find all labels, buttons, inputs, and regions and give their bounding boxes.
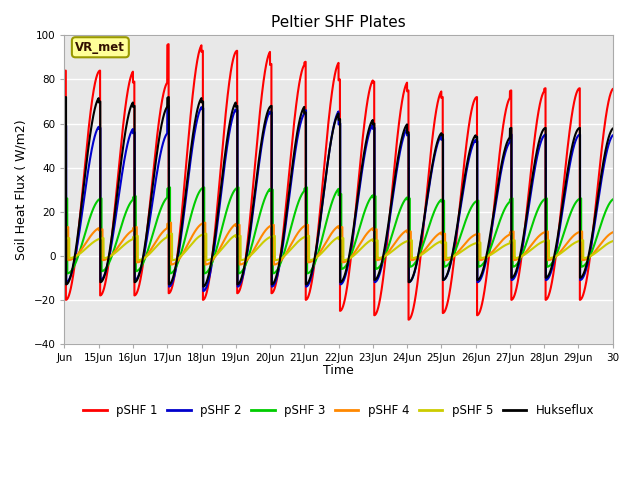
pSHF 1 xyxy=(61,69,68,74)
pSHF 2 xyxy=(229,113,237,119)
pSHF 1 xyxy=(164,41,172,47)
pSHF 4 xyxy=(539,230,547,236)
pSHF 3 xyxy=(229,190,237,196)
pSHF 2 xyxy=(80,199,88,204)
Hukseflux xyxy=(61,95,68,101)
pSHF 3 xyxy=(61,197,68,203)
pSHF 3 xyxy=(539,198,547,204)
Hukseflux xyxy=(472,134,480,140)
pSHF 3 xyxy=(472,198,480,204)
pSHF 4 xyxy=(307,259,314,265)
pSHF 1 xyxy=(472,95,480,100)
Hukseflux xyxy=(609,126,616,132)
Hukseflux xyxy=(307,274,314,280)
Title: Peltier SHF Plates: Peltier SHF Plates xyxy=(271,15,406,30)
pSHF 1 xyxy=(404,317,412,323)
Hukseflux xyxy=(165,94,173,100)
pSHF 5 xyxy=(203,257,211,263)
pSHF 2 xyxy=(609,132,616,138)
pSHF 5 xyxy=(472,240,480,246)
pSHF 2 xyxy=(61,124,68,130)
pSHF 3 xyxy=(80,236,88,241)
pSHF 5 xyxy=(539,239,547,245)
pSHF 4 xyxy=(80,243,88,249)
pSHF 4 xyxy=(203,262,211,267)
pSHF 1 xyxy=(539,91,547,97)
pSHF 5 xyxy=(61,236,68,242)
Line: pSHF 4: pSHF 4 xyxy=(65,223,612,264)
Line: pSHF 1: pSHF 1 xyxy=(65,44,612,320)
Legend: pSHF 1, pSHF 2, pSHF 3, pSHF 4, pSHF 5, Hukseflux: pSHF 1, pSHF 2, pSHF 3, pSHF 4, pSHF 5, … xyxy=(78,399,599,421)
pSHF 3 xyxy=(609,197,616,203)
pSHF 5 xyxy=(134,257,141,263)
pSHF 2 xyxy=(539,135,547,141)
pSHF 2 xyxy=(307,276,314,282)
pSHF 1 xyxy=(229,58,237,63)
pSHF 4 xyxy=(229,224,237,229)
pSHF 5 xyxy=(202,231,210,237)
pSHF 4 xyxy=(61,225,68,231)
pSHF 4 xyxy=(609,229,616,235)
Line: pSHF 2: pSHF 2 xyxy=(65,106,612,291)
pSHF 3 xyxy=(307,268,314,274)
pSHF 5 xyxy=(307,257,314,263)
Line: pSHF 3: pSHF 3 xyxy=(65,187,612,274)
pSHF 5 xyxy=(609,238,616,244)
Hukseflux xyxy=(80,184,88,190)
Line: Hukseflux: Hukseflux xyxy=(65,97,612,287)
Y-axis label: Soil Heat Flux ( W/m2): Soil Heat Flux ( W/m2) xyxy=(15,120,28,260)
Text: VR_met: VR_met xyxy=(76,41,125,54)
pSHF 1 xyxy=(307,286,314,292)
Line: pSHF 5: pSHF 5 xyxy=(65,234,612,260)
Hukseflux xyxy=(229,106,237,112)
pSHF 1 xyxy=(609,86,616,92)
pSHF 4 xyxy=(202,220,209,226)
pSHF 2 xyxy=(203,284,211,289)
pSHF 3 xyxy=(200,271,208,276)
pSHF 2 xyxy=(200,288,207,294)
X-axis label: Time: Time xyxy=(323,364,354,377)
pSHF 3 xyxy=(203,269,211,275)
pSHF 4 xyxy=(167,262,175,267)
Hukseflux xyxy=(199,284,207,289)
pSHF 5 xyxy=(229,234,237,240)
pSHF 5 xyxy=(80,248,88,253)
pSHF 2 xyxy=(472,139,480,144)
pSHF 2 xyxy=(165,103,173,109)
pSHF 1 xyxy=(203,290,211,296)
pSHF 3 xyxy=(166,184,174,190)
Hukseflux xyxy=(539,128,547,134)
pSHF 1 xyxy=(80,176,88,181)
pSHF 4 xyxy=(472,231,480,237)
Hukseflux xyxy=(203,279,211,285)
